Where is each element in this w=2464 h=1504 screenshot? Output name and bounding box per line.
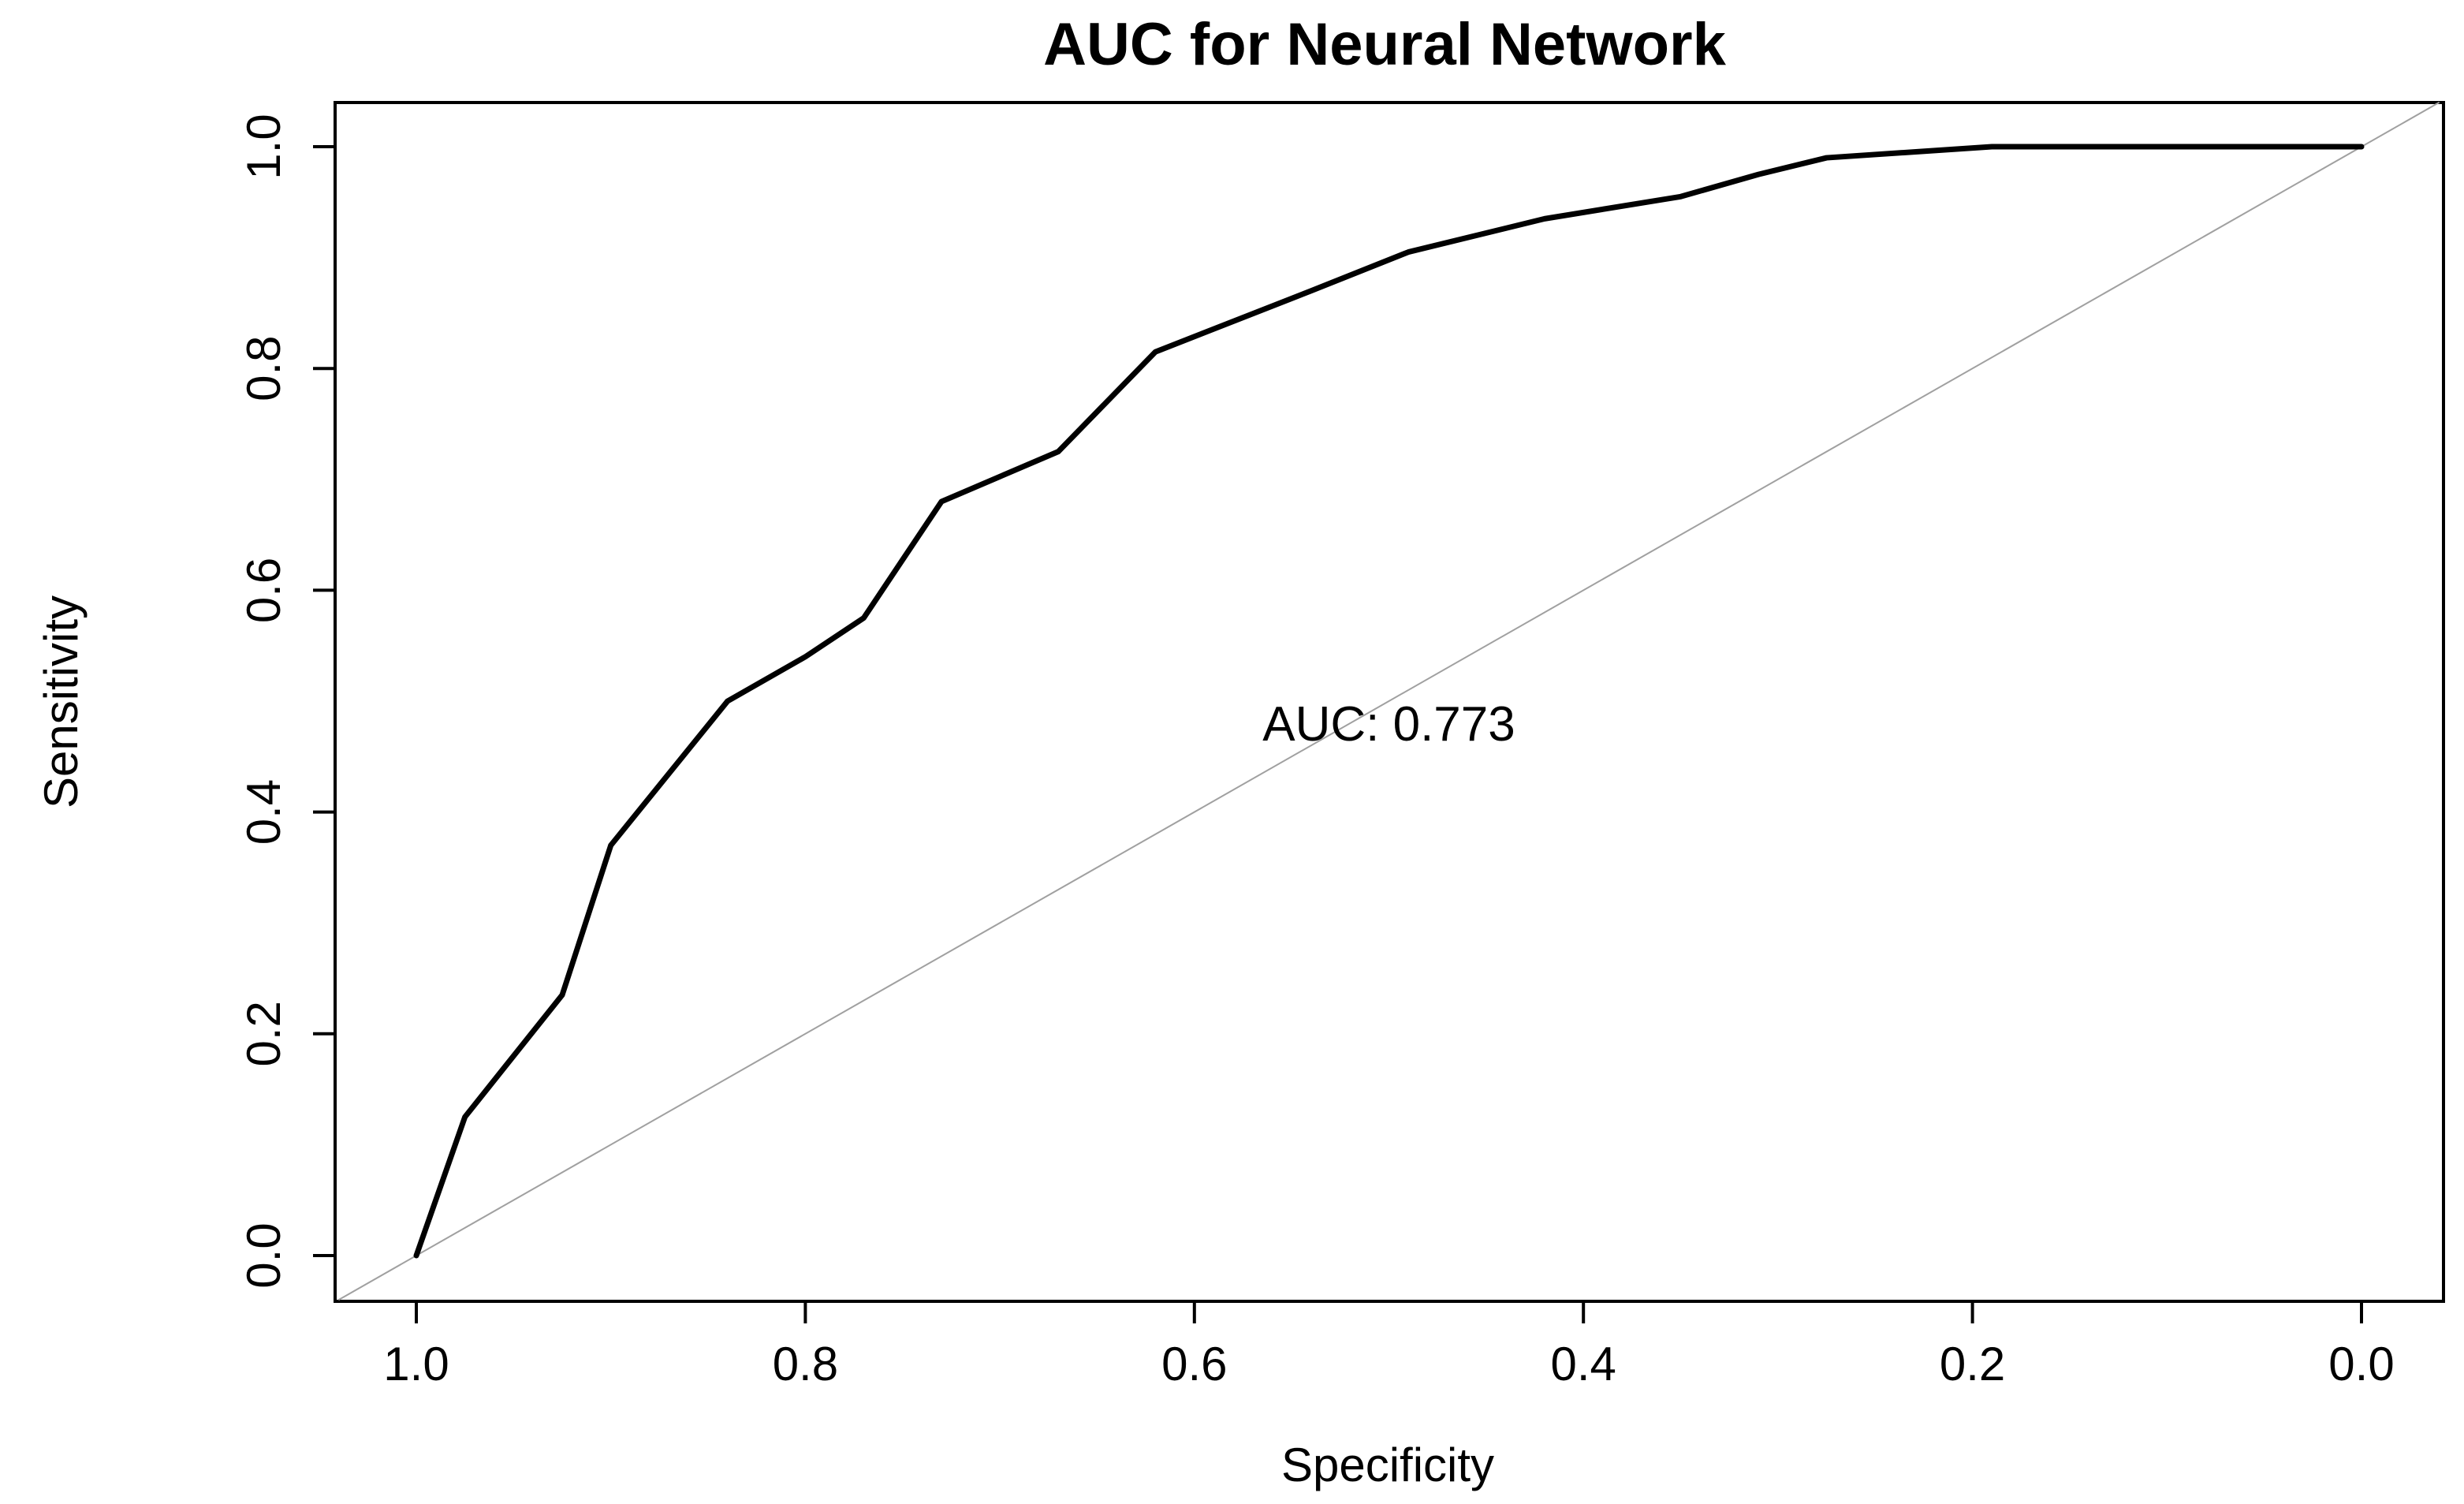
x-tick-label: 0.2	[1940, 1338, 2005, 1390]
roc-point	[608, 842, 613, 848]
y-axis-label: Sensitivity	[35, 595, 88, 808]
roc-point	[861, 615, 867, 621]
x-tick-label: 0.0	[2328, 1338, 2394, 1390]
roc-point	[1308, 288, 1314, 293]
roc-point	[803, 654, 808, 659]
roc-point	[2359, 144, 2364, 149]
roc-point	[1406, 249, 1411, 255]
roc-point	[560, 992, 565, 998]
x-tick-label: 0.8	[773, 1338, 838, 1390]
x-tick-label: 0.4	[1550, 1338, 1616, 1390]
x-tick-label: 0.6	[1161, 1338, 1227, 1390]
roc-point	[414, 1253, 419, 1258]
x-tick-label: 1.0	[383, 1338, 449, 1390]
roc-point	[1756, 172, 1761, 177]
x-axis-label: Specificity	[1281, 1439, 1494, 1491]
chart-title: AUC for Neural Network	[1043, 11, 1726, 78]
roc-point	[1153, 349, 1158, 355]
roc-point	[462, 1114, 468, 1120]
auc-annotation: AUC: 0.773	[1262, 697, 1515, 752]
roc-curve-points	[414, 144, 2364, 1258]
y-tick-label: 0.2	[237, 1001, 290, 1066]
roc-point	[939, 498, 945, 504]
roc-point	[725, 699, 730, 703]
y-tick-label: 0.8	[237, 335, 290, 401]
roc-point	[1824, 155, 1829, 161]
y-tick-label: 0.0	[237, 1222, 290, 1288]
roc-point	[1541, 216, 1547, 222]
x-axis: 1.0 0.8 0.6 0.4 0.2 0.0	[383, 1301, 2395, 1390]
y-tick-label: 1.0	[237, 114, 290, 179]
roc-point	[1056, 449, 1061, 454]
y-axis: 0.0 0.2 0.4 0.6 0.8 1.0	[237, 114, 335, 1289]
reference-diagonal-line	[337, 101, 2440, 1301]
roc-point	[1989, 144, 1995, 149]
y-tick-label: 0.4	[237, 779, 290, 845]
roc-point	[1678, 194, 1683, 200]
roc-curve-line	[413, 144, 2365, 1259]
plot-frame	[334, 101, 2445, 1303]
y-tick-label: 0.6	[237, 558, 290, 623]
